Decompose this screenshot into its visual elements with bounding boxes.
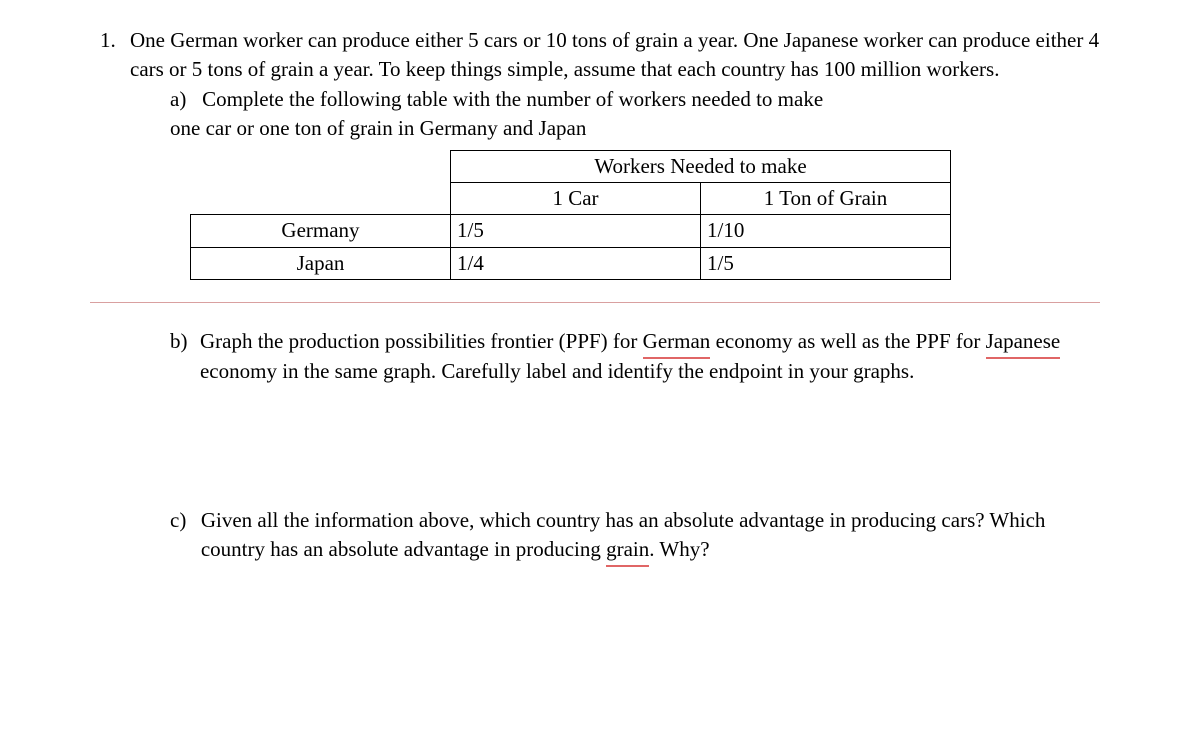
part-b-mid: economy as well as the PPF for xyxy=(710,329,985,353)
table-car-value: 1/5 xyxy=(451,215,701,247)
part-b-post: economy in the same graph. Carefully lab… xyxy=(200,359,914,383)
german-underlined: German xyxy=(643,327,711,356)
table-country: Japan xyxy=(191,247,451,279)
table-grain-value: 1/10 xyxy=(701,215,951,247)
section-divider xyxy=(90,302,1100,303)
table-empty-cell xyxy=(191,150,451,182)
question-number: 1. xyxy=(100,26,130,55)
part-a-lead: Complete the following table with the nu… xyxy=(202,87,823,111)
table-header-row-1: Workers Needed to make xyxy=(191,150,951,182)
table-header-row-2: 1 Car 1 Ton of Grain xyxy=(191,182,951,214)
part-c-post: . Why? xyxy=(649,537,709,561)
part-c-text: Given all the information above, which c… xyxy=(201,506,1100,565)
part-c: c) Given all the information above, whic… xyxy=(130,506,1100,565)
question-body: One German worker can produce either 5 c… xyxy=(130,26,1100,565)
table-grain-value: 1/5 xyxy=(701,247,951,279)
part-c-letter: c) xyxy=(130,506,201,535)
part-b-text: Graph the production possibilities front… xyxy=(200,327,1100,386)
table-country: Germany xyxy=(191,215,451,247)
part-a-letter: a) xyxy=(170,87,186,111)
part-b-pre: Graph the production possibilities front… xyxy=(200,329,643,353)
part-a: a) Complete the following table with the… xyxy=(130,85,1100,144)
table-col-grain: 1 Ton of Grain xyxy=(701,182,951,214)
part-a-cont: one car or one ton of grain in Germany a… xyxy=(170,114,1100,143)
table-col-car: 1 Car xyxy=(451,182,701,214)
part-b: b) Graph the production possibilities fr… xyxy=(130,327,1100,386)
table-car-value: 1/4 xyxy=(451,247,701,279)
table-row: Japan 1/4 1/5 xyxy=(191,247,951,279)
workers-table-wrap: Workers Needed to make 1 Car 1 Ton of Gr… xyxy=(190,150,1100,281)
part-b-letter: b) xyxy=(130,327,200,356)
grain-underlined: grain xyxy=(606,535,649,564)
table-header-span: Workers Needed to make xyxy=(451,150,951,182)
question-1: 1. One German worker can produce either … xyxy=(100,26,1100,565)
table-empty-cell xyxy=(191,182,451,214)
table-row: Germany 1/5 1/10 xyxy=(191,215,951,247)
workers-table: Workers Needed to make 1 Car 1 Ton of Gr… xyxy=(190,150,951,281)
question-intro: One German worker can produce either 5 c… xyxy=(130,26,1100,85)
japanese-underlined: Japanese xyxy=(986,327,1061,356)
